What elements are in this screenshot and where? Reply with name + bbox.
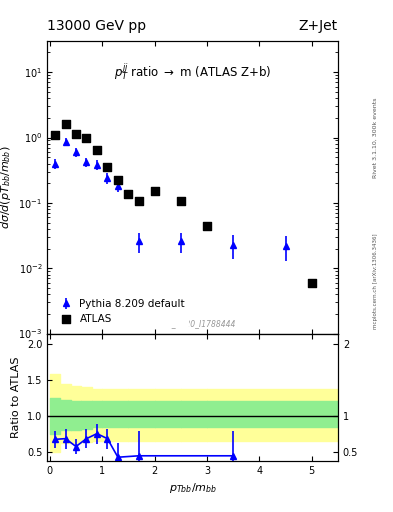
ATLAS (178, 198, 184, 206)
ATLAS (104, 163, 110, 172)
Text: mcplots.cern.ch [arXiv:1306.3436]: mcplots.cern.ch [arXiv:1306.3436] (373, 234, 378, 329)
ATLAS (94, 145, 100, 154)
ATLAS (151, 187, 158, 196)
Legend: Pythia 8.209 default, ATLAS: Pythia 8.209 default, ATLAS (52, 295, 189, 328)
ATLAS (73, 130, 79, 138)
Y-axis label: $d\sigma/d(pT_{bb}/m_{bb})$: $d\sigma/d(pT_{bb}/m_{bb})$ (0, 145, 13, 229)
ATLAS (83, 134, 90, 142)
ATLAS (136, 198, 142, 206)
ATLAS (115, 176, 121, 184)
ATLAS (204, 221, 210, 229)
ATLAS (52, 131, 58, 139)
Text: Z+Jet: Z+Jet (299, 19, 338, 33)
ATLAS (309, 279, 315, 287)
Text: ATLAS_2020_I1788444: ATLAS_2020_I1788444 (149, 319, 236, 328)
Text: $p_T^{jj}$ ratio $\rightarrow$ m (ATLAS Z+b): $p_T^{jj}$ ratio $\rightarrow$ m (ATLAS … (114, 61, 271, 82)
ATLAS (62, 120, 69, 129)
ATLAS (125, 190, 132, 199)
X-axis label: $p_{Tbb}/m_{bb}$: $p_{Tbb}/m_{bb}$ (169, 481, 217, 495)
Y-axis label: Ratio to ATLAS: Ratio to ATLAS (11, 356, 21, 438)
Text: Rivet 3.1.10, 300k events: Rivet 3.1.10, 300k events (373, 98, 378, 179)
Text: 13000 GeV pp: 13000 GeV pp (47, 19, 146, 33)
